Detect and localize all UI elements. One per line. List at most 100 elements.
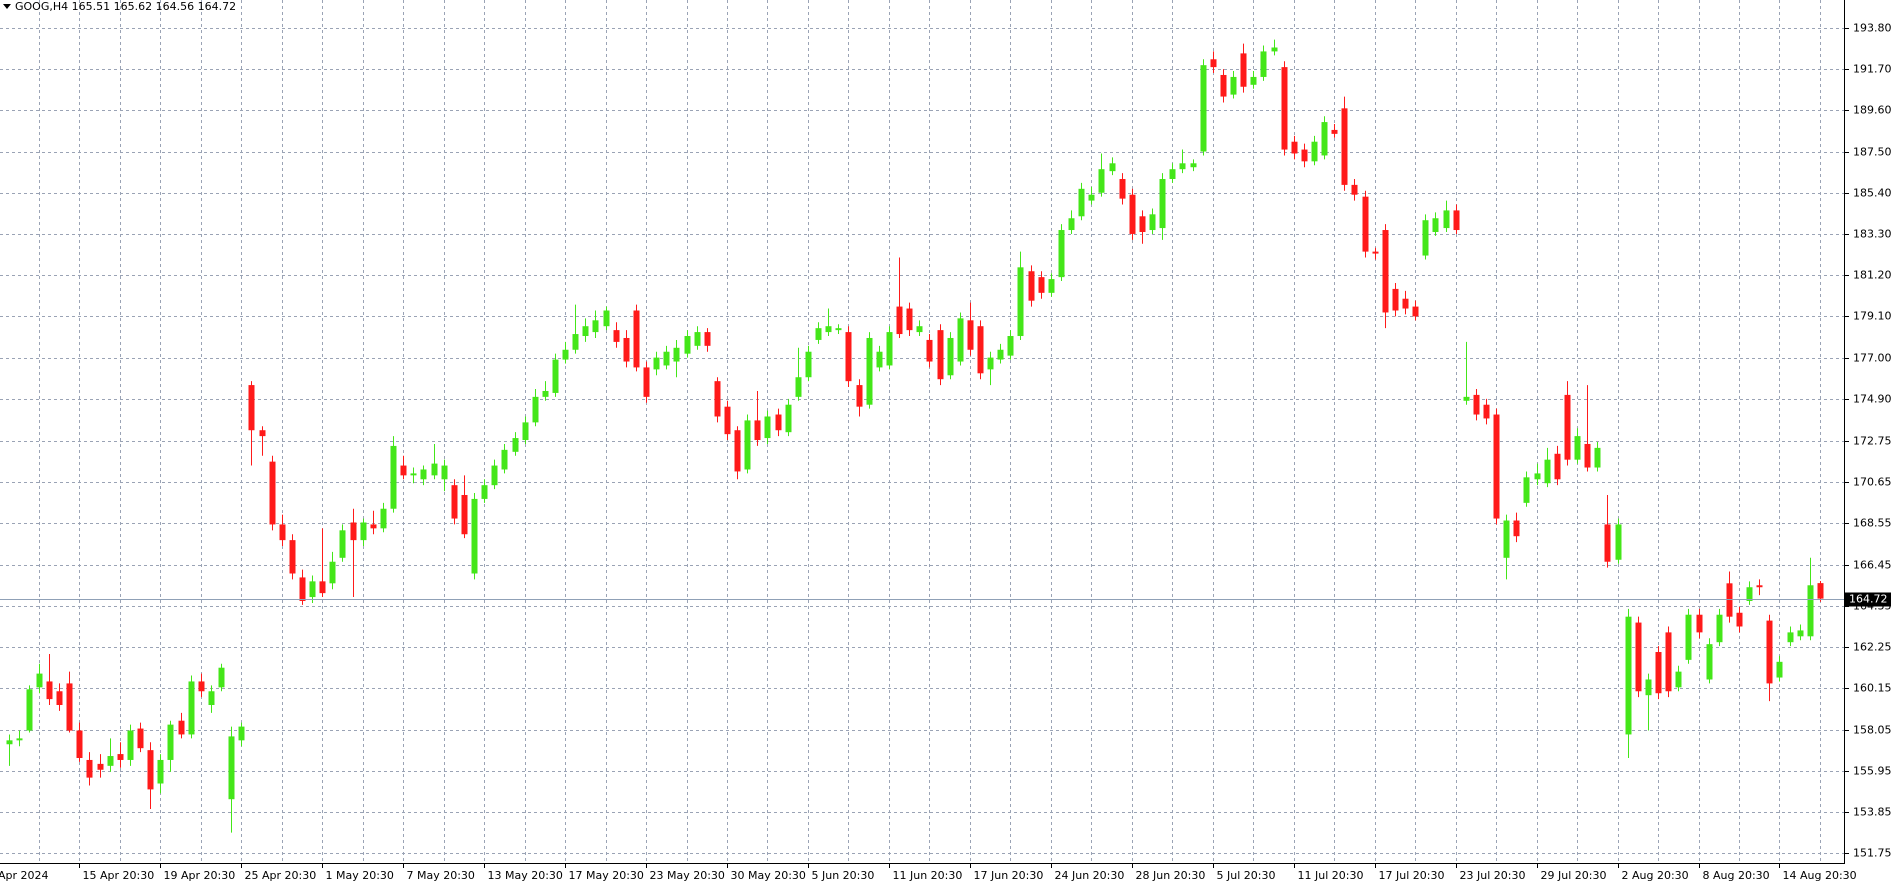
candle-body (754, 420, 761, 441)
candle-body (1766, 620, 1773, 684)
candle-body (1746, 587, 1753, 601)
candle-body (218, 667, 225, 688)
y-tick-label: 158.05 (1853, 724, 1892, 737)
candle-body (279, 524, 286, 541)
candle-body (957, 318, 964, 362)
candle-body (1513, 520, 1520, 537)
candle-body (613, 330, 620, 342)
candle-body (137, 728, 144, 749)
y-tick-label: 185.40 (1853, 187, 1892, 200)
candle-body (1311, 141, 1318, 162)
candle-body (1109, 163, 1116, 172)
candle-body (673, 347, 680, 362)
y-tick-label: 168.55 (1853, 517, 1892, 530)
candle-body (289, 540, 296, 574)
candle-body (1655, 652, 1662, 694)
candle-body (815, 328, 822, 340)
candle-body (1503, 520, 1510, 558)
x-tick-label: 11 Jun 20:30 (893, 869, 963, 882)
candle-body (987, 357, 994, 370)
candle-body (350, 522, 357, 541)
candle-body (886, 332, 893, 366)
x-tick-label: 23 Jul 20:30 (1460, 869, 1526, 882)
candle-body (431, 463, 438, 476)
candle-body (1179, 163, 1186, 170)
candle-body (775, 414, 782, 431)
candle-body (46, 681, 53, 700)
candle-body (1341, 108, 1348, 185)
candle-body (724, 406, 731, 435)
x-tick-label: 23 May 20:30 (650, 869, 725, 882)
candle-body (1716, 614, 1723, 643)
candle-body (1382, 230, 1389, 313)
candle-body (441, 465, 448, 480)
candle-body (1432, 218, 1439, 232)
candle-body (167, 724, 174, 760)
x-tick-label: 8 Aug 20:30 (1703, 869, 1770, 882)
candle-body (704, 332, 711, 346)
candle-body (916, 326, 923, 333)
candle-body (1088, 194, 1095, 201)
x-tick-label: 15 Apr 20:30 (83, 869, 155, 882)
candle-body (1574, 436, 1581, 460)
candle-body (1412, 306, 1419, 317)
x-tick-label: 17 Jul 20:30 (1379, 869, 1445, 882)
candle-body (1564, 394, 1571, 460)
candle-body (582, 326, 589, 337)
close-value: 164.72 (198, 0, 237, 13)
candle-body (6, 740, 13, 745)
candle-body (461, 494, 468, 535)
candle-body (562, 349, 569, 360)
candle-body (734, 430, 741, 472)
candle-body (198, 681, 205, 692)
candle-body (1017, 267, 1024, 337)
candle-body (1271, 47, 1278, 52)
candle-body (1422, 220, 1429, 256)
candle-body (512, 438, 519, 452)
candle-body (26, 689, 33, 731)
candle-body (1190, 163, 1197, 168)
candle-body (1250, 76, 1257, 85)
candle-body (1149, 214, 1156, 231)
candle-body (117, 754, 124, 760)
collapse-arrow[interactable] (3, 4, 11, 9)
candle-body (370, 524, 377, 529)
candle-body (491, 465, 498, 486)
x-tick-label: 11 Jul 20:30 (1298, 869, 1364, 882)
candle-body (805, 351, 812, 378)
candle-body (56, 691, 63, 706)
candle-body (1129, 194, 1136, 234)
x-tick-label: 2 Aug 20:30 (1622, 869, 1689, 882)
candle-body (906, 308, 913, 331)
y-tick-label: 166.45 (1853, 559, 1892, 572)
candle-body (744, 420, 751, 470)
candle-body (390, 445, 397, 509)
candle-body (1706, 644, 1713, 680)
candle-body (866, 337, 873, 405)
candle-body (592, 320, 599, 333)
candle-layer (0, 39, 1844, 833)
candle-body (1078, 188, 1085, 217)
y-tick-label: 151.75 (1853, 847, 1892, 860)
candle-body (764, 416, 771, 439)
candle-body (157, 759, 164, 784)
candle-body (977, 326, 984, 374)
candle-body (1473, 394, 1480, 415)
candle-body (785, 404, 792, 433)
x-tick-label: 24 Jun 20:30 (1055, 869, 1125, 882)
y-tick-label: 177.00 (1853, 352, 1892, 365)
candle-body (228, 736, 235, 800)
candle-body (1220, 74, 1227, 97)
candle-body (97, 763, 104, 770)
candle-body (1736, 612, 1743, 627)
candle-body (147, 750, 154, 790)
candle-body (896, 306, 903, 335)
x-tick-label: 13 May 20:30 (488, 869, 563, 882)
candle-body (16, 738, 23, 741)
candle-body (825, 326, 832, 333)
x-tick-label: 17 May 20:30 (569, 869, 644, 882)
candle-body (663, 351, 670, 366)
candle-body (1159, 178, 1166, 229)
candle-body (66, 683, 73, 731)
